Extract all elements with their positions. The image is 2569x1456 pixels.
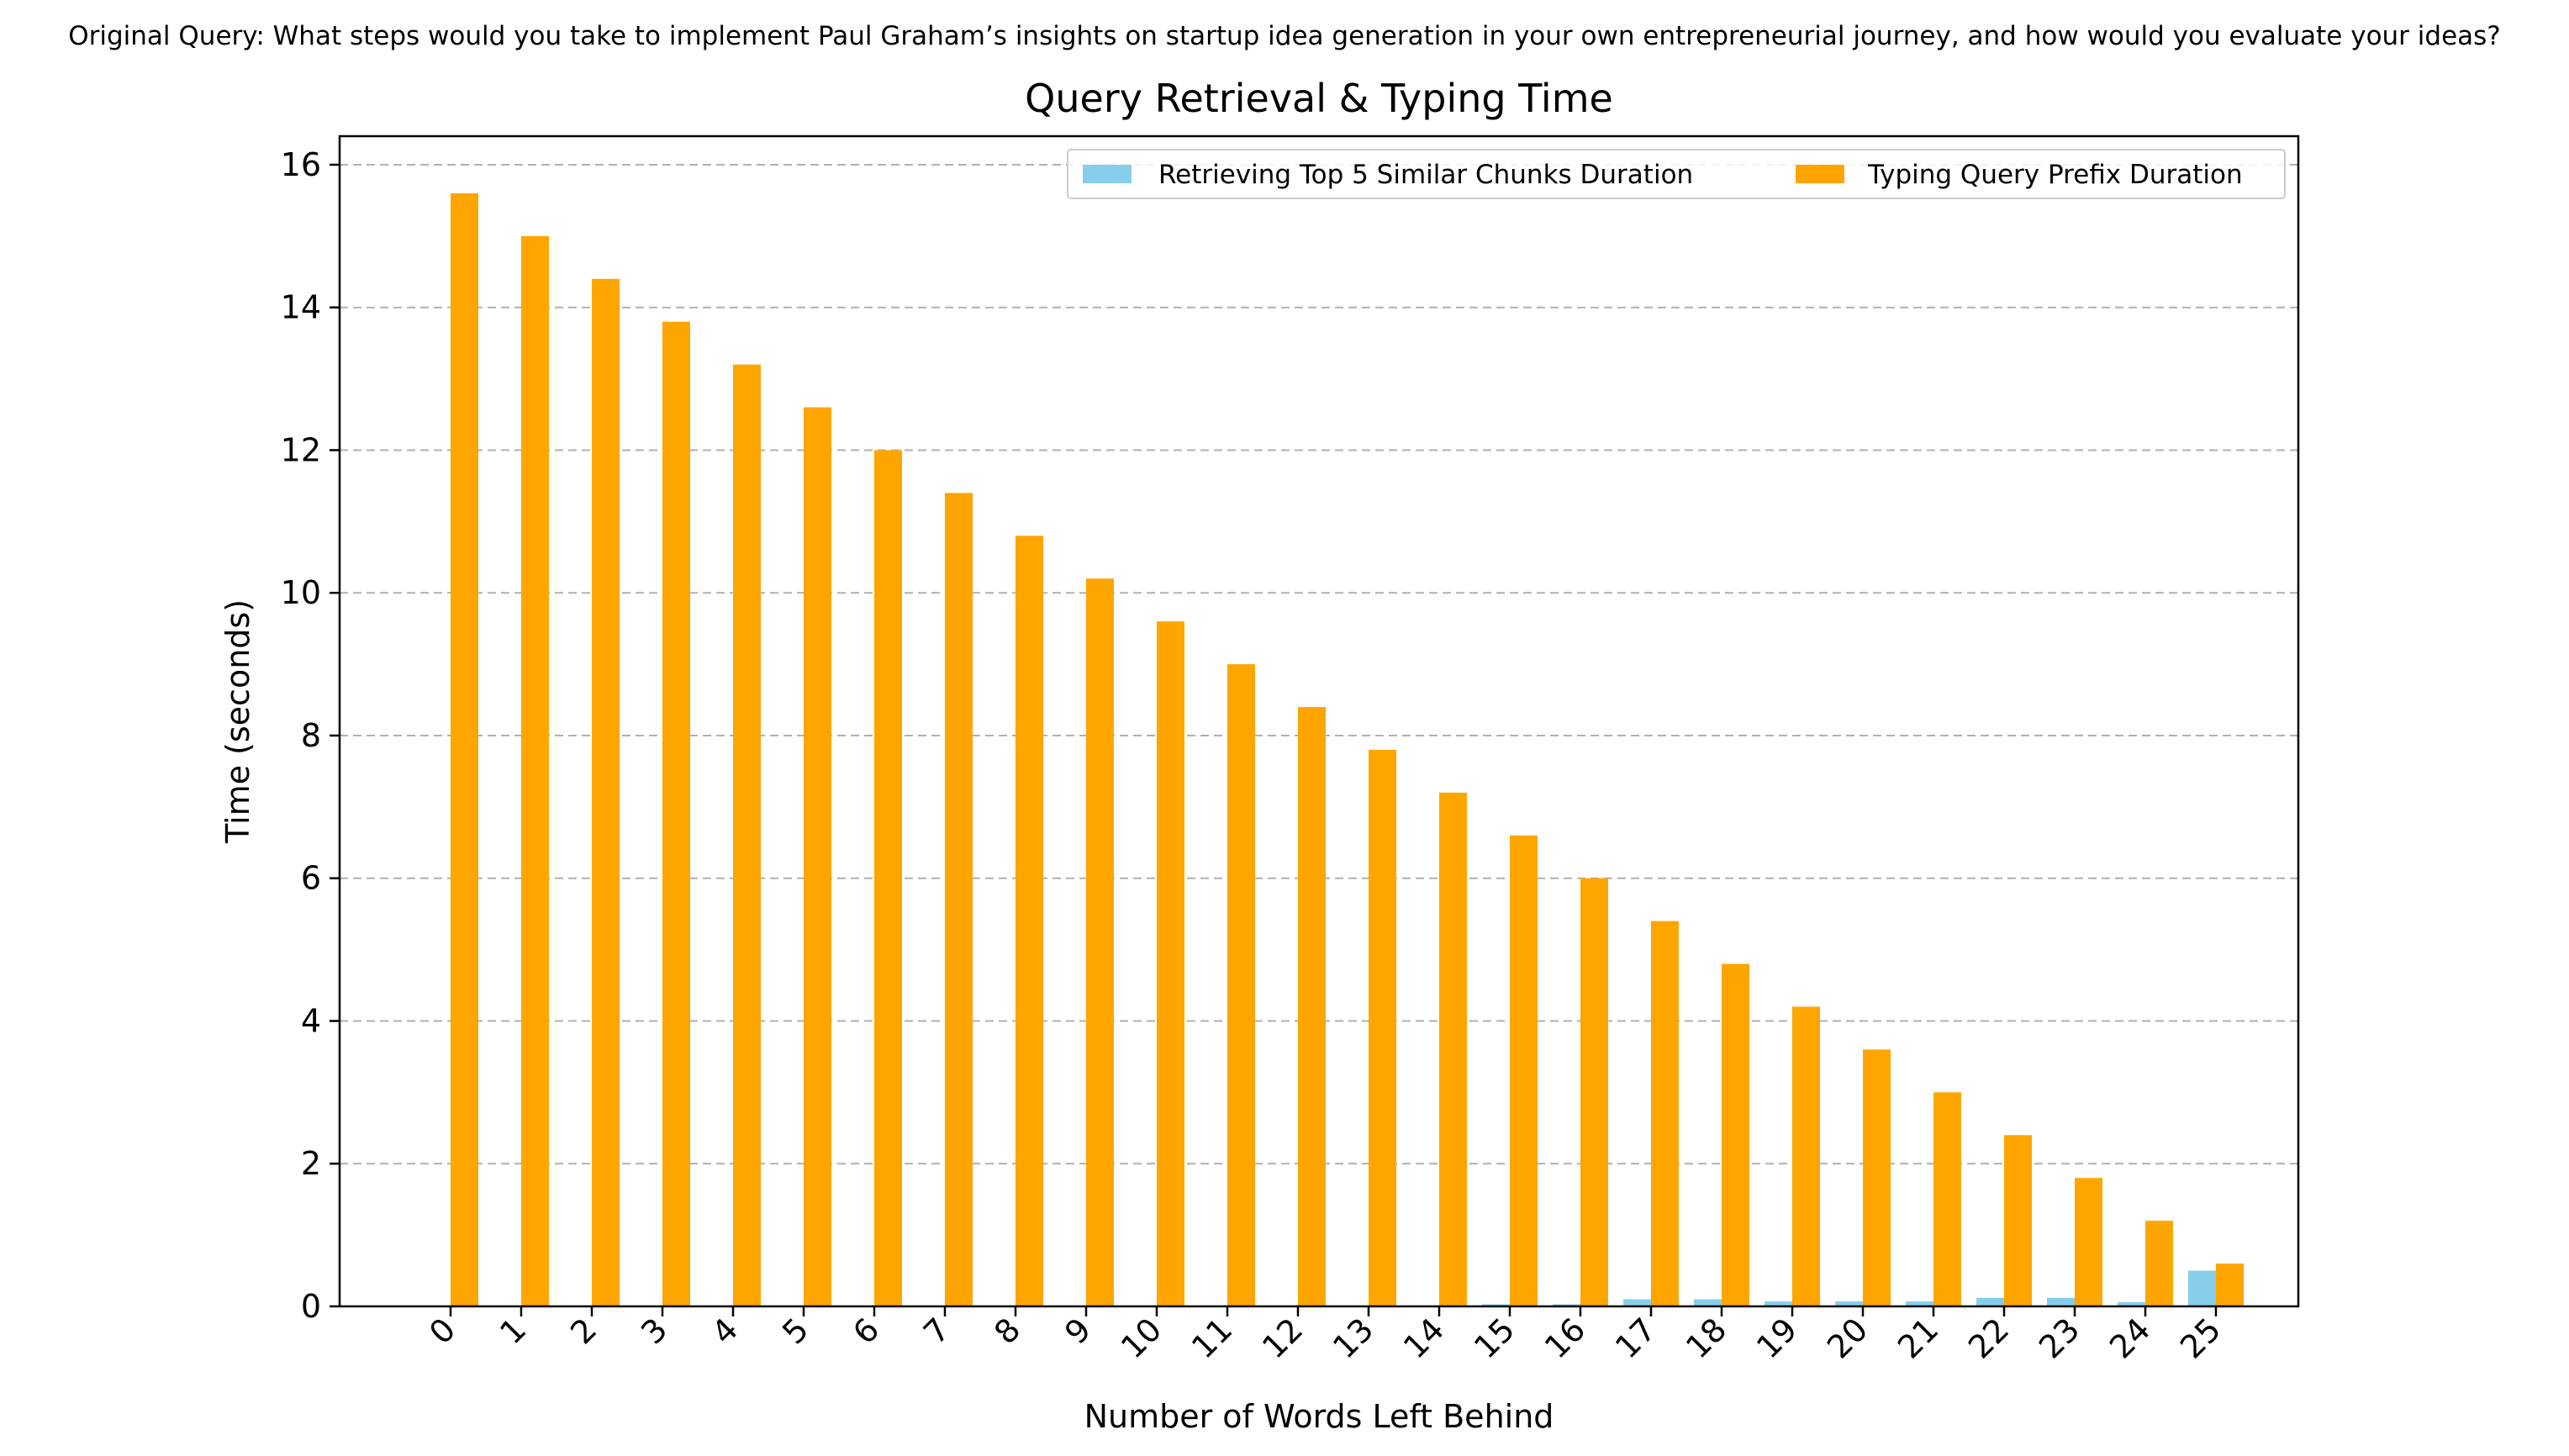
x-tick-label: 4 — [704, 1311, 745, 1351]
bar-typing — [1227, 664, 1255, 1306]
x-axis-ticks: 0 1 2 3 4 5 6 7 8 9 10 11 12 13 14 15 16 17 18 19 20 21 22 23 24… — [422, 1306, 2228, 1366]
bar-typing — [945, 493, 973, 1306]
legend-label-typing: Typing Query Prefix Duration — [1867, 160, 2243, 190]
bar-typing — [1298, 707, 1326, 1306]
bar-retrieval — [1976, 1297, 2004, 1306]
bar-retrieval — [1553, 1304, 1580, 1306]
x-tick-label: 1 — [493, 1311, 533, 1351]
plot-frame — [338, 135, 2300, 1308]
bar-typing — [1015, 535, 1043, 1306]
legend-frame — [1067, 149, 2286, 199]
bar-typing — [1369, 749, 1396, 1306]
bar-typing — [1792, 1006, 1820, 1306]
bar-retrieval — [1906, 1301, 1933, 1306]
x-tick-label: 6 — [846, 1311, 886, 1351]
x-tick-label: 3 — [634, 1311, 674, 1351]
x-tick-label: 9 — [1058, 1311, 1098, 1351]
bar-typing — [1157, 621, 1184, 1306]
y-tick-label: 12 — [281, 431, 321, 468]
bar-typing — [2145, 1221, 2173, 1306]
x-tick-label: 25 — [2173, 1311, 2228, 1365]
bar-typing — [1580, 878, 1608, 1306]
y-tick-label: 14 — [281, 289, 321, 326]
chart-title: Query Retrieval & Typing Time — [1025, 76, 1613, 121]
y-tick-label: 2 — [301, 1145, 321, 1182]
x-tick-label: 20 — [1820, 1311, 1875, 1365]
y-tick-label: 6 — [301, 860, 321, 897]
bar-typing — [1863, 1049, 1891, 1306]
bar-retrieval — [1765, 1301, 1792, 1306]
y-tick-label: 16 — [281, 146, 321, 183]
bar-retrieval — [1694, 1299, 1722, 1306]
x-tick-label: 15 — [1467, 1311, 1522, 1365]
bar-typing — [662, 321, 690, 1307]
bar-typing — [1933, 1092, 1961, 1306]
bar-typing — [451, 193, 478, 1306]
bar-typing — [1086, 578, 1114, 1306]
suptitle: Original Query: What steps would you tak… — [68, 21, 2501, 51]
bar-typing — [1651, 921, 1679, 1306]
x-tick-label: 24 — [2102, 1311, 2157, 1365]
x-tick-label: 7 — [916, 1311, 957, 1351]
y-tick-label: 0 — [301, 1288, 321, 1325]
bars — [451, 193, 2244, 1307]
bar-typing — [2004, 1135, 2032, 1306]
bar-retrieval — [2047, 1297, 2075, 1306]
y-axis-ticks: 0 2 4 6 8 10 12 14 16 — [281, 146, 340, 1325]
bar-typing — [521, 235, 549, 1307]
bar-typing — [733, 364, 761, 1306]
x-tick-label: 13 — [1326, 1311, 1380, 1365]
bar-typing — [1722, 963, 1749, 1306]
x-tick-label: 5 — [775, 1311, 815, 1351]
bar-retrieval — [2188, 1270, 2216, 1306]
bar-typing — [2075, 1178, 2102, 1306]
x-tick-label: 11 — [1184, 1311, 1239, 1365]
legend: Retrieving Top 5 Similar Chunks Duration… — [1067, 149, 2286, 199]
bar-retrieval — [2118, 1301, 2145, 1306]
y-tick-label: 4 — [301, 1002, 321, 1039]
legend-swatch-retrieval — [1083, 165, 1132, 183]
bar-retrieval — [1482, 1304, 1510, 1306]
y-tick-label: 10 — [281, 574, 321, 611]
bar-typing — [592, 278, 620, 1306]
x-tick-label: 12 — [1255, 1311, 1310, 1365]
x-tick-label: 17 — [1608, 1311, 1663, 1365]
x-tick-label: 19 — [1749, 1311, 1804, 1365]
x-tick-label: 10 — [1114, 1311, 1168, 1365]
x-tick-label: 8 — [987, 1311, 1027, 1351]
bar-typing — [2216, 1263, 2244, 1306]
bar-retrieval — [1623, 1299, 1651, 1306]
y-tick-label: 8 — [301, 717, 321, 754]
bar-typing — [1439, 792, 1467, 1306]
bar-typing — [874, 450, 902, 1306]
x-tick-label: 23 — [2032, 1311, 2086, 1365]
x-tick-label: 2 — [563, 1311, 604, 1351]
x-tick-label: 14 — [1396, 1311, 1451, 1365]
x-tick-label: 22 — [1961, 1311, 2016, 1365]
x-axis-label: Number of Words Left Behind — [1084, 1398, 1554, 1435]
legend-swatch-typing — [1796, 165, 1844, 183]
x-tick-label: 21 — [1891, 1311, 1945, 1365]
bar-typing — [1510, 835, 1538, 1306]
x-tick-label: 0 — [422, 1311, 462, 1351]
legend-label-retrieval: Retrieving Top 5 Similar Chunks Duration — [1158, 160, 1693, 190]
bar-retrieval — [1835, 1301, 1863, 1306]
x-tick-label: 16 — [1538, 1311, 1592, 1365]
bar-typing — [804, 407, 831, 1306]
x-tick-label: 18 — [1679, 1311, 1733, 1365]
y-axis-label: Time (seconds) — [219, 599, 256, 844]
